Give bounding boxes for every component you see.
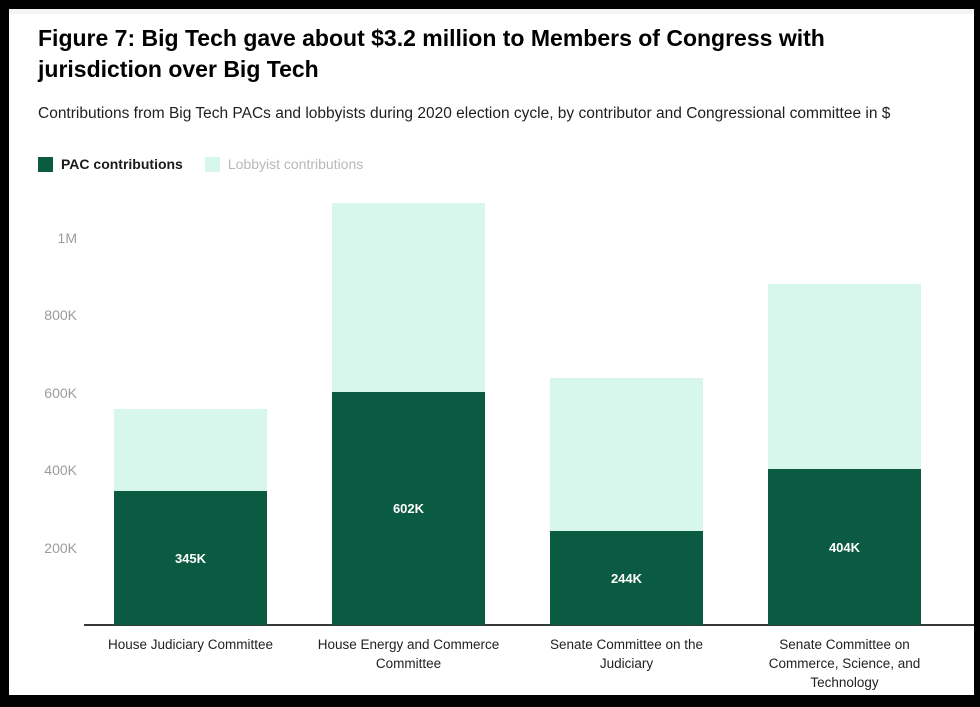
bar-segment-pac: 404K (768, 469, 921, 625)
legend-label: PAC contributions (61, 156, 183, 172)
legend-swatch-icon (204, 156, 220, 172)
figure-title: Figure 7: Big Tech gave about $3.2 milli… (38, 25, 825, 82)
bar-value-label: 602K (392, 501, 425, 516)
y-axis-tick-label: 200K (44, 539, 77, 556)
figure-subtitle: Contributions from Big Tech PACs and lob… (38, 105, 891, 122)
stacked-bar-chart: 1M 800K 600K 400K 200K 345K House Judiciary Co… (9, 195, 974, 695)
bar-segment-pac: 345K (114, 491, 267, 625)
top-divider (9, 9, 974, 14)
y-axis-tick-label: 400K (44, 462, 77, 479)
x-axis-category-label-line: Senate Committee on (779, 637, 910, 652)
y-axis-tick-label: 800K (44, 307, 77, 324)
x-axis-category-label-line: Technology (810, 675, 879, 690)
x-axis-category-label: Senate Committee on Commerce, Science, an… (730, 635, 960, 692)
bar-value-label: 404K (828, 539, 861, 555)
bar-segment-lobbyist (332, 203, 485, 392)
x-axis-category-label: House Judiciary Committee (76, 635, 306, 654)
x-axis-category-label-line: House Energy and Commerce (317, 637, 500, 652)
x-axis-category-label-line: Committee (375, 656, 442, 671)
bar-segment-pac: 244K (550, 531, 703, 625)
bar-value-label: 345K (174, 550, 207, 566)
bar-segment-lobbyist (768, 284, 921, 469)
x-axis-category-label-line: House Judiciary Committee (107, 637, 274, 652)
x-axis-category-label: Senate Committee on the Judiciary (512, 635, 742, 673)
x-axis-category-label-line: Commerce, Science, and (768, 656, 921, 671)
bar-segment-lobbyist (114, 409, 267, 491)
legend-item-lobbyist: Lobbyist contributions (204, 156, 364, 172)
y-axis-tick-label: 600K (44, 384, 77, 401)
x-axis-category-label-line: Senate Committee on the (549, 637, 704, 652)
legend-swatch-icon (38, 156, 53, 172)
bar-value-label: 244K (610, 570, 643, 586)
legend-item-pac: PAC contributions (38, 156, 183, 172)
legend: PAC contributions Lobbyist contributions (38, 156, 363, 172)
bar-segment-lobbyist (550, 378, 703, 531)
x-axis-category-label-line: Judiciary (599, 656, 654, 671)
legend-label: Lobbyist contributions (227, 156, 364, 172)
bar-segment-pac: 602K (332, 392, 485, 625)
x-axis-category-label: House Energy and Commerce Committee (294, 635, 524, 673)
y-axis-tick-label: 1M (57, 230, 77, 246)
x-axis-line (84, 624, 974, 626)
